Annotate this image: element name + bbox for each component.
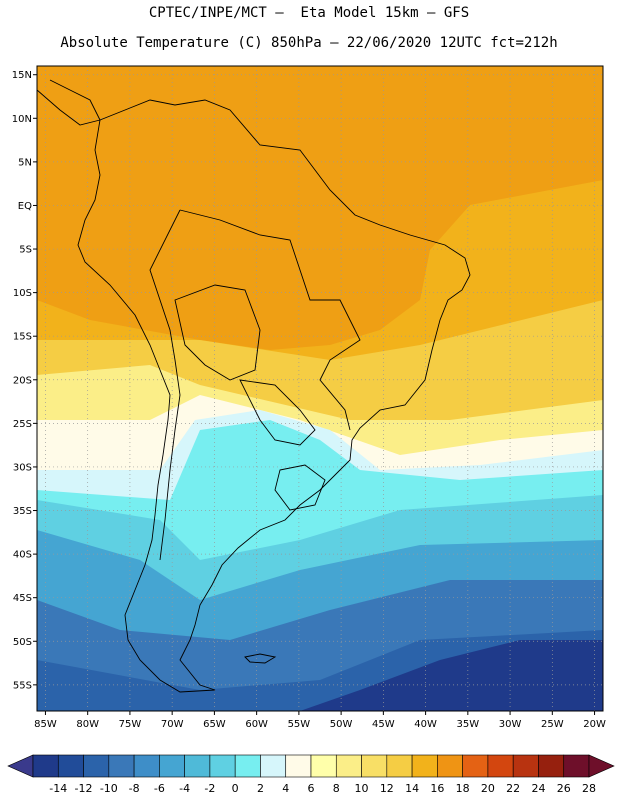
colorbar-swatch <box>108 754 135 778</box>
lat-label: 40S <box>13 550 32 561</box>
colorbar-swatch <box>386 754 413 778</box>
colorbar-swatch <box>83 754 110 778</box>
colorbar-swatch <box>285 754 312 778</box>
longitude-labels: 85W 80W 75W 70W 65W 60W 55W 50W 45W 40W 35W 30W 25W 2… <box>34 711 606 730</box>
colorbar-swatch <box>487 754 514 778</box>
colorbar-swatch <box>57 754 84 778</box>
colorbar-label: 16 <box>430 782 444 795</box>
colorbar-label: -2 <box>204 782 215 795</box>
falklands-coast <box>244 653 277 664</box>
colorbar-label: 8 <box>333 782 340 795</box>
colorbar-swatch <box>411 754 438 778</box>
latitude-labels: 15N 10N 5N EQ 5S 10S 15S 20S 25S 30S 35S 40S 45S 50S 5… <box>12 70 37 691</box>
colorbar-label: 6 <box>308 782 315 795</box>
colorbar-label: -4 <box>179 782 190 795</box>
colorbar-label: 14 <box>405 782 419 795</box>
colorbar-high-arrow <box>588 754 615 778</box>
map-frame <box>36 65 604 712</box>
colorbar-swatch <box>260 754 287 778</box>
lon-label: 35W <box>457 719 480 730</box>
central-america-coast <box>37 79 101 126</box>
colorbar-swatch <box>563 754 590 778</box>
lat-label: 20S <box>13 375 32 386</box>
colorbar-swatch <box>133 754 160 778</box>
colorbar-swatch <box>538 754 565 778</box>
lon-label: 85W <box>34 719 57 730</box>
lat-label: 30S <box>13 462 32 473</box>
south-america-coast <box>77 99 471 693</box>
colorbar-label: 4 <box>282 782 289 795</box>
colorbar-swatch <box>234 754 261 778</box>
colorbar-swatch <box>184 754 211 778</box>
lat-label: 35S <box>13 506 32 517</box>
lat-label: 15S <box>13 332 32 343</box>
lon-label: 65W <box>203 719 226 730</box>
lon-label: 30W <box>499 719 522 730</box>
lat-label: 25S <box>13 419 32 430</box>
colorbar-low-arrow <box>7 754 34 778</box>
lat-label: 50S <box>13 637 32 648</box>
lon-label: 70W <box>161 719 184 730</box>
lon-label: 55W <box>288 719 311 730</box>
colorbar-label: -14 <box>49 782 67 795</box>
colorbar-label: 20 <box>481 782 495 795</box>
colorbar-label: 22 <box>506 782 520 795</box>
bolivia-border <box>174 284 261 381</box>
colorbar-labels: -14 -12 -10 -8 -6 -4 -2 0 2 4 6 8 10 12 14 16 18 20 22 24 26… <box>49 782 596 795</box>
lat-label: EQ <box>18 201 32 212</box>
lon-label: 25W <box>541 719 564 730</box>
lat-label: 10N <box>12 114 32 125</box>
title-line-1: CPTEC/INPE/MCT – Eta Model 15km – GFS <box>148 5 470 21</box>
colorbar-swatch <box>159 754 185 778</box>
field-warm-core <box>37 66 603 350</box>
colorbar-label: -6 <box>154 782 165 795</box>
brazil-border <box>179 209 361 431</box>
colorbar-label: 26 <box>557 782 571 795</box>
colorbar-swatch <box>462 754 489 778</box>
lat-label: 5N <box>18 157 32 168</box>
lon-label: 40W <box>414 719 437 730</box>
colorbar-swatch <box>437 754 463 778</box>
lat-label: 55S <box>13 680 32 691</box>
colorbar <box>7 754 615 778</box>
lat-label: 5S <box>19 245 32 256</box>
colorbar-label: 10 <box>355 782 369 795</box>
lon-label: 20W <box>583 719 606 730</box>
colorbar-swatch <box>512 754 539 778</box>
colorbar-label: 18 <box>456 782 470 795</box>
temperature-field <box>37 66 603 711</box>
field-blue-4 <box>300 640 603 711</box>
colorbar-label: 2 <box>257 782 264 795</box>
title-line-2: Absolute Temperature (C) 850hPa – 22/06/… <box>60 35 558 51</box>
paraguay-border <box>239 379 316 446</box>
lon-label: 60W <box>245 719 268 730</box>
colorbar-swatch <box>335 754 362 778</box>
colorbar-swatch <box>209 754 236 778</box>
colorbar-label: 12 <box>380 782 394 795</box>
lat-label: 10S <box>13 288 32 299</box>
lat-label: 45S <box>13 593 32 604</box>
colorbar-swatch <box>310 754 337 778</box>
uruguay-border <box>274 464 326 511</box>
colorbar-label: -12 <box>75 782 93 795</box>
lon-label: 50W <box>330 719 353 730</box>
lon-label: 45W <box>372 719 395 730</box>
lat-label: 15N <box>12 70 32 81</box>
colorbar-swatch <box>361 754 388 778</box>
colorbar-swatch <box>32 754 59 778</box>
andes-border <box>149 209 181 561</box>
lon-label: 80W <box>76 719 99 730</box>
coastlines <box>37 79 471 693</box>
lon-label: 75W <box>119 719 142 730</box>
colorbar-label: 0 <box>232 782 239 795</box>
colorbar-label: 24 <box>531 782 545 795</box>
colorbar-label: 28 <box>582 782 596 795</box>
colorbar-label: -8 <box>129 782 140 795</box>
colorbar-label: -10 <box>100 782 118 795</box>
